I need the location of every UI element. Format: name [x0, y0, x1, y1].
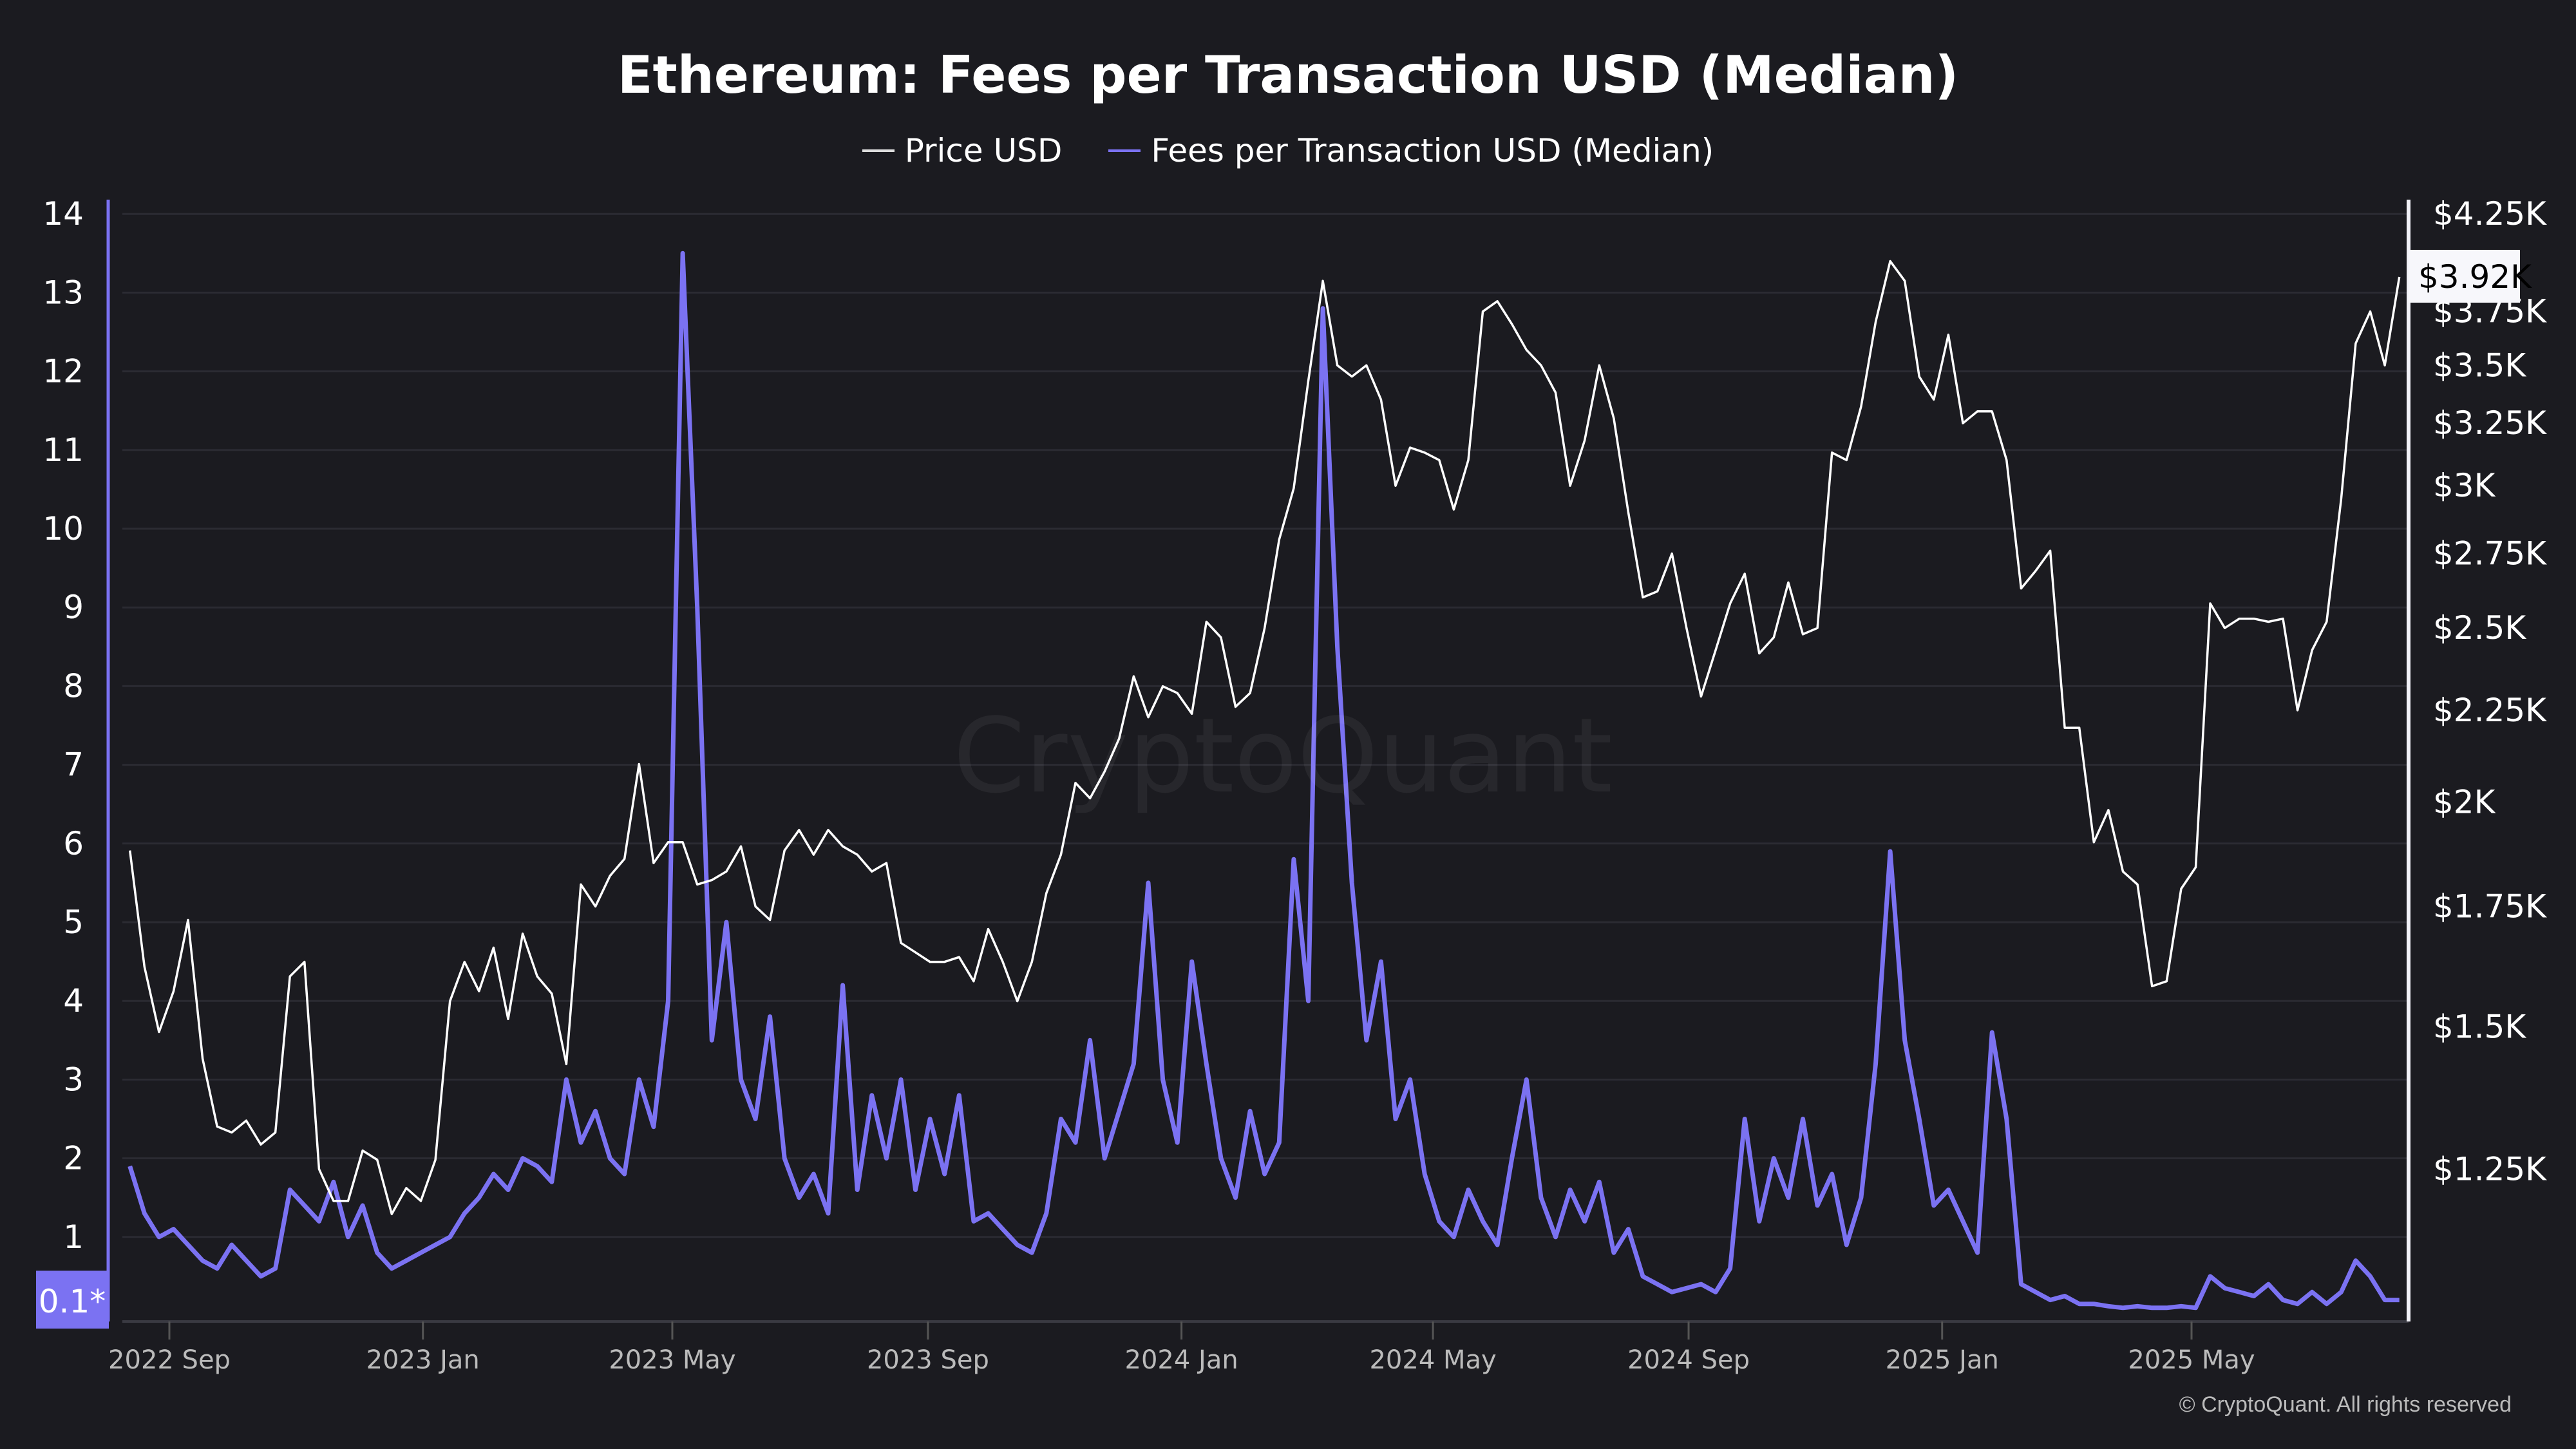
x-tick-label: 2024 Jan — [1125, 1345, 1238, 1375]
left-tick-label: 3 — [63, 1061, 84, 1098]
min-label: 0.1* — [39, 1283, 106, 1320]
left-tick-label: 14 — [43, 195, 84, 232]
right-tick-label: $3.25K — [2433, 404, 2547, 442]
current-price-box — [2409, 249, 2520, 303]
copyright: © CryptoQuant. All rights reserved — [2179, 1392, 2512, 1417]
watermark: CryptoQuant — [953, 696, 1613, 816]
right-tick-label: $4.25K — [2433, 195, 2547, 232]
right-tick-label: $2.25K — [2433, 692, 2547, 729]
right-tick-label: $3.5K — [2433, 346, 2526, 384]
x-tick-label: 2023 May — [609, 1345, 735, 1375]
current-price-label: $3.92K — [2418, 258, 2532, 296]
legend-item-price[interactable]: Price USD — [862, 132, 1063, 169]
x-tick-label: 2024 Sep — [1627, 1345, 1750, 1375]
left-tick-label: 4 — [63, 982, 84, 1019]
legend-label-price: Price USD — [904, 132, 1063, 169]
left-tick-label: 9 — [63, 589, 84, 626]
x-tick-label: 2025 May — [2128, 1345, 2255, 1375]
x-tick-label: 2023 Sep — [867, 1345, 989, 1375]
x-tick-label: 2022 Sep — [108, 1345, 231, 1375]
left-tick-label: 11 — [43, 431, 84, 469]
left-tick-label: 2 — [63, 1140, 84, 1177]
x-tick-label: 2025 Jan — [1886, 1345, 1999, 1375]
right-tick-label: $2K — [2433, 784, 2496, 821]
left-tick-label: 6 — [63, 825, 84, 862]
x-tick-label: 2024 May — [1369, 1345, 1496, 1375]
chart-title: Ethereum: Fees per Transaction USD (Medi… — [617, 45, 1959, 105]
legend-item-fees[interactable]: Fees per Transaction USD (Median) — [1108, 132, 1714, 169]
legend: Price USD Fees per Transaction USD (Medi… — [0, 122, 2576, 169]
left-tick-label: 10 — [43, 510, 84, 547]
right-tick-label: $2.5K — [2433, 609, 2526, 647]
legend-label-fees: Fees per Transaction USD (Median) — [1151, 132, 1714, 169]
legend-swatch-price — [862, 149, 895, 152]
right-tick-label: $1.25K — [2433, 1150, 2547, 1188]
right-tick-label: $2.75K — [2433, 535, 2547, 573]
left-tick-label: 12 — [43, 353, 84, 390]
right-tick-label: $3K — [2433, 467, 2496, 504]
left-tick-label: 7 — [63, 746, 84, 784]
left-tick-label: 8 — [63, 667, 84, 705]
min-label-box — [36, 1271, 109, 1329]
left-tick-label: 13 — [43, 274, 84, 311]
right-tick-label: $1.75K — [2433, 887, 2547, 925]
left-tick-label: 1 — [63, 1218, 84, 1256]
left-tick-label: 5 — [63, 904, 84, 941]
legend-swatch-fees — [1108, 149, 1141, 152]
right-tick-label: $1.5K — [2433, 1008, 2526, 1045]
x-tick-label: 2023 Jan — [366, 1345, 480, 1375]
